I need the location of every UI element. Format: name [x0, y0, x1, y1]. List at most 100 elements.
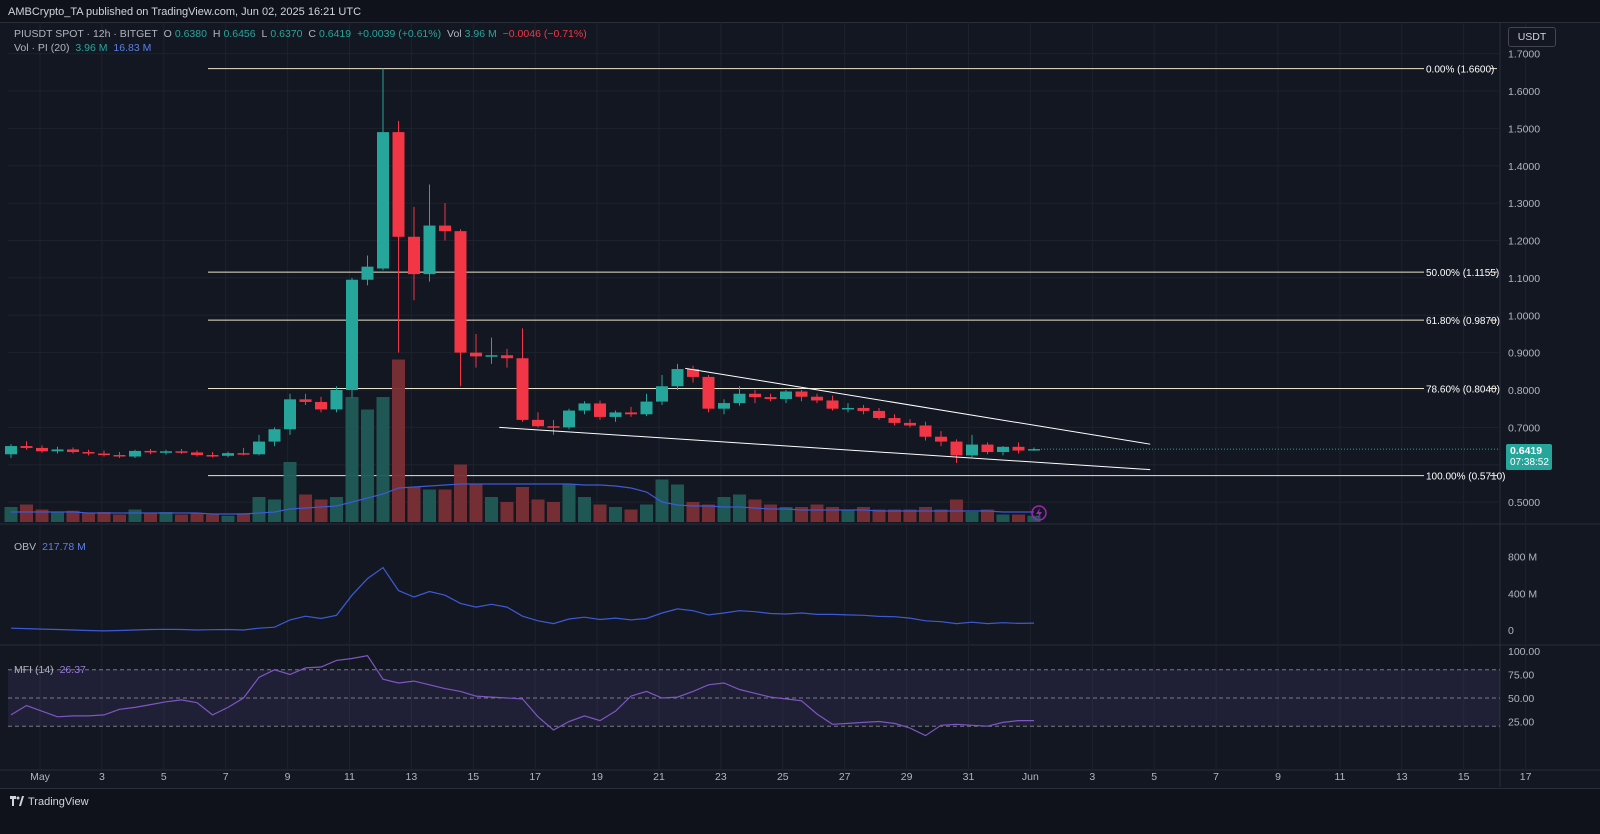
volume-ma-line — [11, 483, 1034, 515]
candle-body — [160, 451, 172, 453]
candle-body — [532, 419, 544, 427]
volume-bar — [578, 497, 591, 522]
volume-bar — [268, 499, 281, 522]
obv-tick-label: 400 M — [1508, 588, 1537, 600]
candle-body — [129, 450, 141, 457]
price-tick-label: 1.3000 — [1508, 198, 1540, 210]
volume-bar — [175, 514, 188, 522]
candle-body — [578, 403, 591, 411]
volume-bar — [655, 479, 669, 522]
volume-bar — [423, 489, 436, 522]
obv-line — [10, 566, 1035, 632]
candle-body — [904, 422, 916, 426]
symbol-title[interactable]: PIUSDT SPOT · 12h · BITGET — [14, 28, 158, 40]
mfi-tick-label: 100.00 — [1508, 646, 1540, 658]
volume-legend: Vol · PI (20) 3.96 M 16.83 M — [14, 42, 154, 54]
candle-body — [1028, 449, 1040, 451]
volume-bar — [438, 489, 452, 522]
volume-bar — [888, 509, 901, 522]
price-tick-label: 1.6000 — [1508, 86, 1540, 98]
volume-bar — [283, 462, 297, 522]
volume-bar — [407, 487, 421, 522]
volume-bar — [764, 504, 777, 522]
candle-body — [346, 279, 358, 390]
fib-level-label: 61.80% (0.9870) — [1426, 316, 1500, 327]
price-tick-label: 1.4000 — [1508, 161, 1540, 173]
publisher-banner — [0, 0, 1600, 23]
volume-bar — [221, 515, 235, 522]
trendline — [499, 426, 1151, 471]
volume-bar — [841, 509, 855, 522]
volume-bar — [314, 499, 328, 522]
last-price: 0.6419 — [1510, 445, 1543, 457]
time-axis-label: 7 — [1213, 771, 1219, 783]
lightning-icon[interactable] — [1031, 505, 1047, 521]
time-axis-label: 15 — [1458, 771, 1470, 783]
candle-body — [857, 407, 870, 411]
time-axis-label: 11 — [1334, 771, 1345, 783]
volume-bar — [97, 512, 111, 522]
candle-body — [997, 446, 1009, 453]
candle-body — [113, 455, 126, 457]
vol-label: Vol — [447, 28, 462, 40]
mfi-tick-label: 75.00 — [1508, 670, 1534, 682]
volume-bar — [454, 464, 467, 522]
volume-bar — [624, 509, 638, 522]
mfi-line — [10, 655, 1034, 737]
mfi-tick-label: 25.00 — [1508, 717, 1534, 729]
obv-label[interactable]: OBV — [14, 541, 37, 553]
time-axis-label: 31 — [963, 771, 975, 783]
high-value: 0.6456 — [223, 28, 256, 40]
volume-bar — [345, 397, 359, 522]
price-tick-label: 0.5000 — [1508, 497, 1540, 509]
volume-bar — [252, 497, 266, 522]
candle-body — [966, 444, 978, 456]
vol-indicator-value: 3.96 M — [75, 42, 108, 54]
tradingview-brand[interactable]: TradingView — [10, 796, 89, 808]
candle-body — [5, 446, 17, 455]
time-axis-label: 3 — [1089, 771, 1095, 783]
candle-body — [330, 390, 343, 410]
low-value: 0.6370 — [270, 28, 303, 40]
volume-bar — [795, 507, 808, 522]
time-axis-label: 17 — [529, 771, 541, 783]
candle-body — [594, 403, 606, 417]
publisher-text: AMBCrypto_TA published on TradingView.co… — [8, 6, 362, 18]
time-axis-label: 13 — [1396, 771, 1408, 783]
candle-body — [67, 449, 79, 453]
volume-bar — [686, 502, 700, 522]
time-axis-label: 11 — [344, 771, 355, 783]
volume-bar — [965, 512, 979, 522]
obv-tick-label: 800 M — [1508, 552, 1537, 564]
volume-bar — [66, 510, 80, 522]
vol-indicator-label[interactable]: Vol · PI (20) — [14, 42, 70, 54]
mfi-legend: MFI (14) 26.37 — [14, 664, 89, 676]
mfi-value: 26.37 — [59, 664, 86, 676]
volume-bar — [500, 502, 514, 522]
candle-body — [423, 225, 436, 275]
price-tick-label: 1.2000 — [1508, 236, 1540, 248]
volume-bar — [4, 507, 18, 522]
currency-button[interactable]: USDT — [1508, 27, 1556, 47]
volume-bar — [810, 504, 824, 522]
volume-bar — [113, 514, 126, 522]
candle-body — [935, 436, 947, 442]
candle-body — [733, 393, 746, 404]
volume-bar — [20, 504, 33, 522]
candle-body — [625, 412, 637, 415]
volume-bar — [144, 513, 157, 522]
volume-bar — [919, 507, 932, 522]
volume-bar — [361, 409, 374, 522]
close-label: C — [308, 28, 316, 40]
tradingview-logo-icon — [10, 796, 24, 806]
candle-body — [919, 425, 932, 437]
mfi-label[interactable]: MFI (14) — [14, 664, 54, 676]
mfi-tick-label: 50.00 — [1508, 693, 1534, 705]
candle-body — [873, 410, 885, 419]
candle-body — [222, 453, 234, 456]
volume-bar — [733, 494, 746, 522]
volume-bar — [826, 507, 839, 522]
volume-bar — [903, 509, 917, 522]
time-axis-label: 13 — [406, 771, 418, 783]
